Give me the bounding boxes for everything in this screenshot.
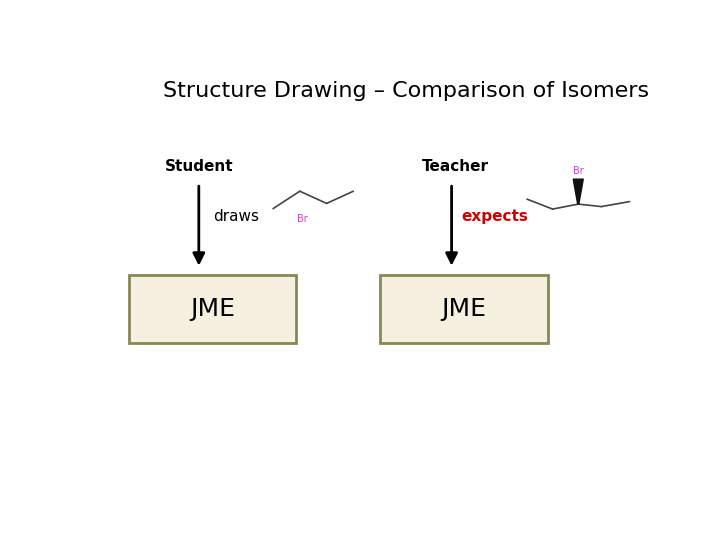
Text: draws: draws: [213, 209, 258, 224]
Text: Structure Drawing – Comparison of Isomers: Structure Drawing – Comparison of Isomer…: [163, 82, 649, 102]
Text: JME: JME: [190, 297, 235, 321]
Text: expects: expects: [461, 209, 528, 224]
Text: Teacher: Teacher: [422, 159, 489, 174]
FancyBboxPatch shape: [380, 275, 547, 343]
FancyBboxPatch shape: [129, 275, 297, 343]
Text: Br: Br: [573, 166, 584, 176]
Text: JME: JME: [441, 297, 487, 321]
Text: Br: Br: [297, 214, 307, 224]
Polygon shape: [573, 179, 583, 204]
Text: Student: Student: [166, 159, 234, 174]
